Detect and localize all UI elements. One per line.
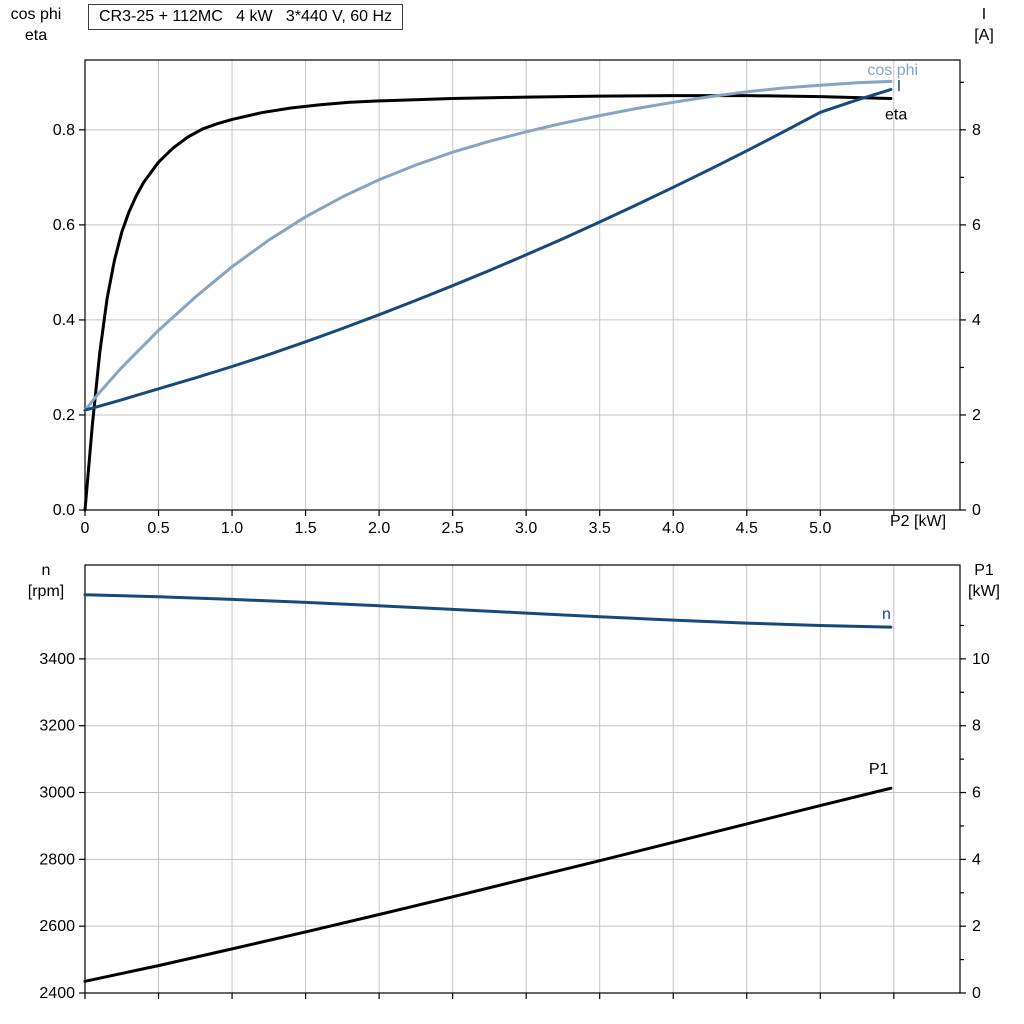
axis-title-p1-unit: [kW] bbox=[968, 583, 1000, 600]
y-right-tick-label: 6 bbox=[972, 217, 981, 234]
x-tick-label: 2.5 bbox=[442, 520, 464, 537]
x-tick-label: 3.0 bbox=[515, 520, 537, 537]
x-tick-label: 4.0 bbox=[662, 520, 684, 537]
plot-frame bbox=[84, 564, 961, 994]
axis-title-eta: eta bbox=[24, 27, 48, 44]
y-left-tick-label: 3400 bbox=[39, 651, 75, 668]
plot-frame bbox=[84, 59, 961, 511]
x-tick-label: 1.5 bbox=[294, 520, 316, 537]
curve-cos-phi bbox=[83, 79, 893, 412]
y-right-tick-label: 10 bbox=[972, 651, 990, 668]
x-axis-label: P2 [kW] bbox=[890, 513, 947, 530]
y-right-tick-label: 4 bbox=[972, 312, 981, 329]
axis-title-cos-phi: cos phi bbox=[10, 6, 62, 23]
curve-label-n: n bbox=[882, 606, 891, 623]
bottom-left-axis-title: n [rpm] bbox=[14, 560, 78, 602]
curve-label-cos-phi: cos phi bbox=[867, 62, 918, 79]
y-right-tick-label: 2 bbox=[972, 918, 981, 935]
axis-title-current-unit: [A] bbox=[974, 27, 994, 44]
x-tick-label: 2.0 bbox=[368, 520, 390, 537]
y-left-tick-label: 2800 bbox=[39, 851, 75, 868]
y-right-tick-label: 6 bbox=[972, 785, 981, 802]
curve-label-eta: eta bbox=[885, 106, 907, 123]
x-tick-label: 3.5 bbox=[589, 520, 611, 537]
y-left-tick-label: 0.4 bbox=[53, 312, 75, 329]
y-left-tick-label: 3200 bbox=[39, 718, 75, 735]
x-tick-label: 0.5 bbox=[147, 520, 169, 537]
top-left-axis-title: cos phi eta bbox=[4, 4, 68, 46]
curve-eta bbox=[83, 94, 893, 512]
y-right-tick-label: 0 bbox=[972, 985, 981, 1002]
curve-label-P1: P1 bbox=[869, 761, 889, 778]
curve-n bbox=[83, 593, 893, 629]
y-right-tick-label: 8 bbox=[972, 718, 981, 735]
x-tick-label: 0 bbox=[81, 520, 90, 537]
bottom-right-axis-title: P1 [kW] bbox=[958, 560, 1010, 602]
axis-title-p1: P1 bbox=[974, 562, 994, 579]
y-right-tick-label: 4 bbox=[972, 851, 981, 868]
y-right-tick-label: 0 bbox=[972, 502, 981, 519]
x-tick-label: 4.5 bbox=[736, 520, 758, 537]
curve-label-I: I bbox=[897, 78, 901, 95]
y-left-tick-label: 0.6 bbox=[53, 217, 75, 234]
chart-title: CR3-25 + 112MC 4 kW 3*440 V, 60 Hz bbox=[88, 4, 404, 30]
y-left-tick-label: 0.0 bbox=[53, 502, 75, 519]
y-left-tick-label: 2400 bbox=[39, 985, 75, 1002]
y-right-tick-label: 8 bbox=[972, 122, 981, 139]
top-right-axis-title: I [A] bbox=[958, 4, 1010, 46]
x-tick-label: 1.0 bbox=[221, 520, 243, 537]
curve-I bbox=[83, 88, 893, 412]
y-left-tick-label: 0.2 bbox=[53, 407, 75, 424]
curve-P1 bbox=[83, 786, 893, 983]
axis-title-speed: n bbox=[41, 562, 51, 579]
y-left-tick-label: 3000 bbox=[39, 785, 75, 802]
x-tick-label: 5.0 bbox=[809, 520, 831, 537]
axis-title-current: I bbox=[981, 6, 987, 23]
axis-title-speed-unit: [rpm] bbox=[27, 583, 65, 600]
y-right-tick-label: 2 bbox=[972, 407, 981, 424]
y-left-tick-label: 2600 bbox=[39, 918, 75, 935]
y-left-tick-label: 0.8 bbox=[53, 122, 75, 139]
